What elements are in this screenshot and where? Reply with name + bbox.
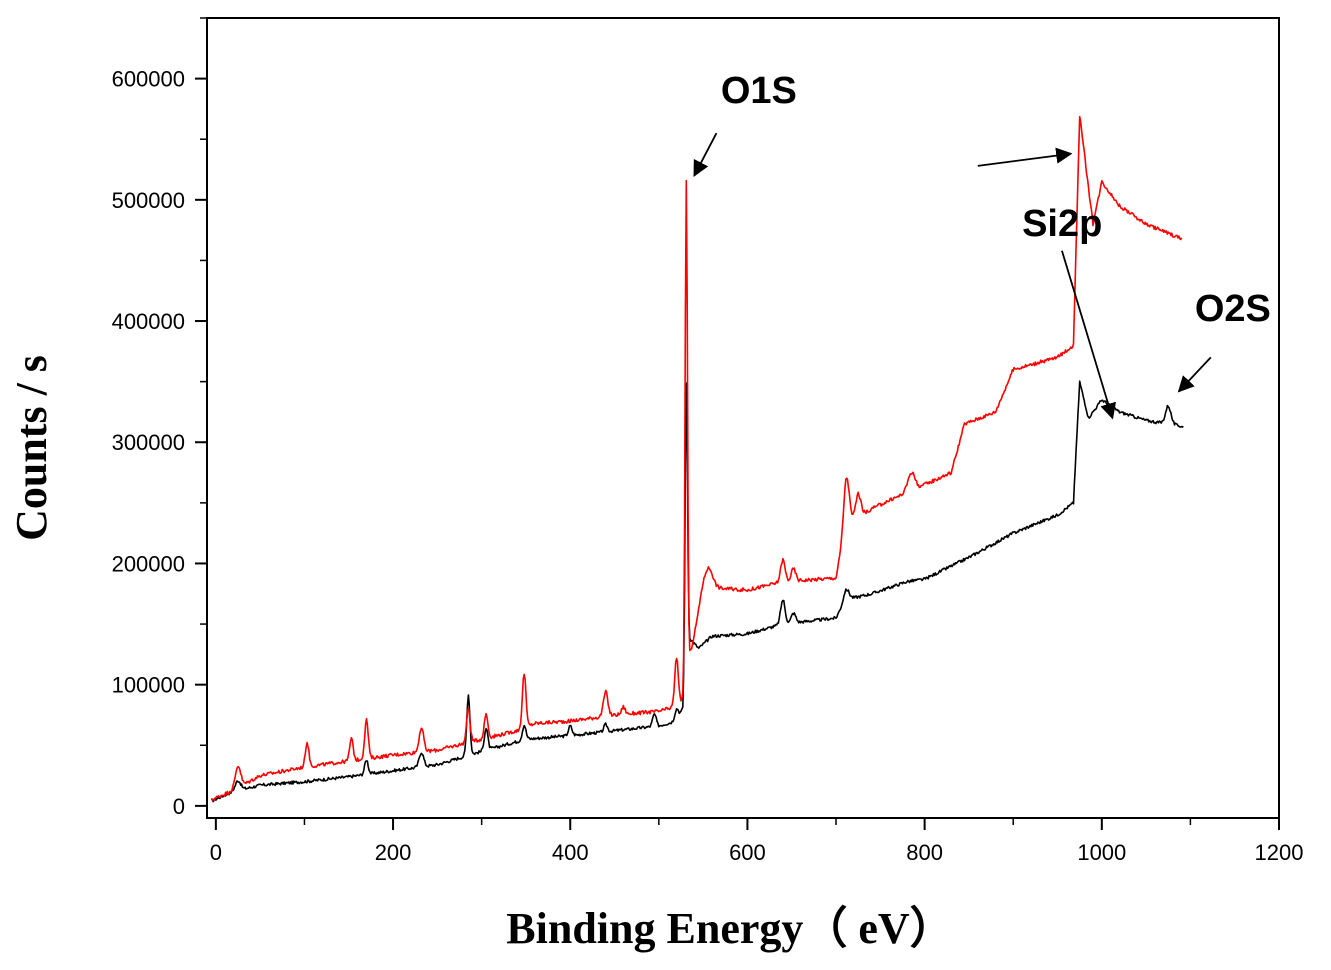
y-tick-label: 500000 [112, 188, 185, 213]
series-line-red [210, 115, 1183, 801]
y-tick-label: 400000 [112, 309, 185, 334]
series-line-black [211, 380, 1184, 803]
annotation-label-o2s: O2S [1195, 288, 1271, 330]
x-tick-label: 600 [729, 840, 766, 865]
y-tick-label: 0 [173, 794, 185, 819]
plot-frame [206, 17, 1280, 819]
x-tick-label: 800 [906, 840, 943, 865]
annotation-label-o1s: O1S [721, 70, 797, 112]
annotation-arrow-si2p [977, 147, 1073, 167]
annotation-label-si2p: Si2p [1022, 203, 1102, 245]
series-layer [210, 115, 1184, 803]
x-tick-label: 0 [210, 840, 222, 865]
y-axis-title: Counts / s [7, 355, 56, 541]
x-axis: 0 200 400 600 800 1000 1200 [210, 818, 1304, 865]
x-tick-label: 400 [552, 840, 589, 865]
x-tick-label: 1200 [1255, 840, 1304, 865]
y-axis: 0 100000 200000 300000 400000 500000 600000 [112, 17, 207, 819]
y-tick-label: 300000 [112, 430, 185, 455]
x-axis-title: Binding Energy（ eV） [506, 904, 953, 953]
y-tick-label: 600000 [112, 67, 185, 92]
annotation-layer: O1S Si2p O2S [693, 70, 1271, 420]
annotation-arrow-o2s [1177, 356, 1212, 393]
x-tick-label: 200 [375, 840, 412, 865]
annotation-arrow-o1s [693, 132, 718, 178]
annotation-arrow-si2p-2 [1061, 250, 1116, 420]
y-tick-label: 100000 [112, 673, 185, 698]
x-tick-label: 1000 [1077, 840, 1126, 865]
y-tick-label: 200000 [112, 551, 185, 576]
